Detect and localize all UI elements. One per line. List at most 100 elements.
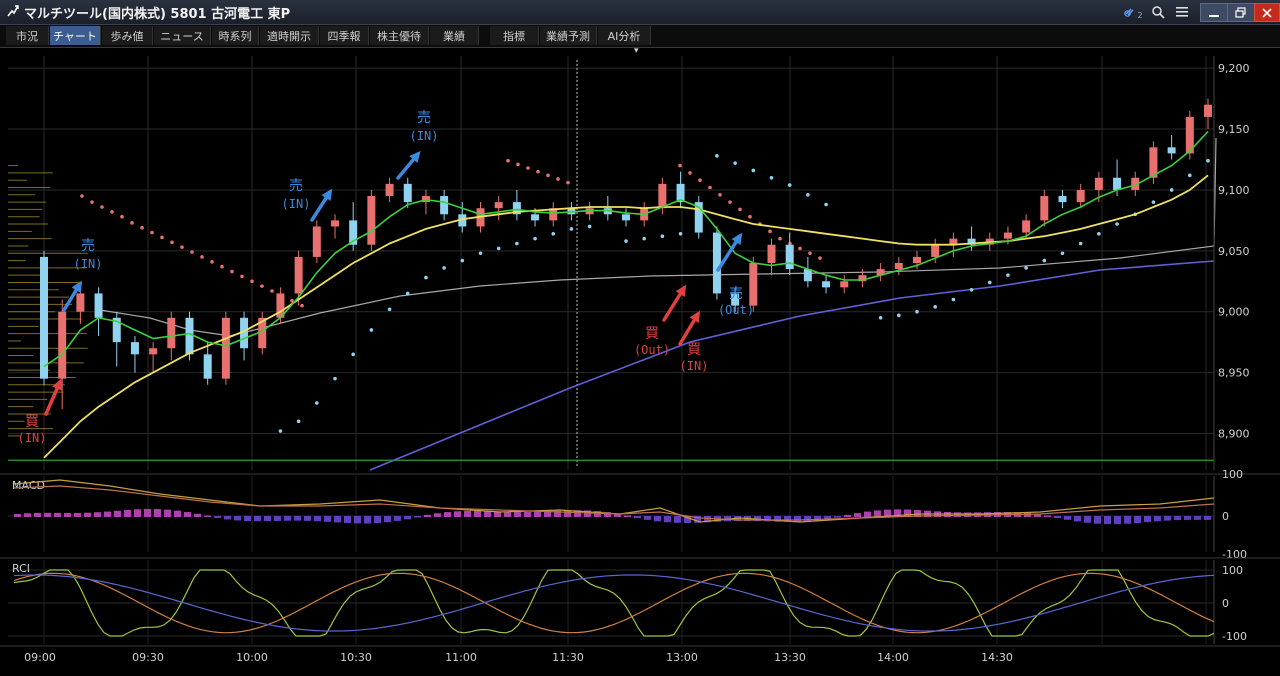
time-tick-label: 11:00 xyxy=(445,651,477,664)
macd-bar xyxy=(84,512,91,517)
macd-bar xyxy=(244,516,251,521)
sar-dot-down xyxy=(200,255,204,259)
sar-dot-down xyxy=(100,205,104,209)
sar-dot xyxy=(1206,158,1210,163)
annotation-label: 買 xyxy=(25,414,39,430)
sar-dot-down xyxy=(748,214,752,219)
collapse-arrow-icon[interactable]: ▾ xyxy=(634,46,639,56)
sar-dot xyxy=(587,224,592,229)
tab-3[interactable]: ニュース xyxy=(154,26,211,45)
candle-body xyxy=(403,183,412,203)
sar-dot xyxy=(551,231,556,236)
menu-button[interactable] xyxy=(1172,3,1192,20)
macd-bar xyxy=(134,509,141,517)
annotation-sublabel: (IN) xyxy=(410,129,439,143)
candle-body xyxy=(840,281,849,288)
macd-bar xyxy=(1034,514,1041,517)
macd-bar xyxy=(454,511,461,517)
tab-5[interactable]: 適時開示 xyxy=(260,26,319,45)
candle-body xyxy=(221,317,230,379)
macd-bar xyxy=(584,510,591,517)
candles xyxy=(40,98,1212,410)
annotation-buy: 買(IN) xyxy=(678,310,708,373)
candle-body xyxy=(294,256,303,294)
macd-bar xyxy=(64,512,71,517)
sar-dot xyxy=(933,305,937,309)
tab-0[interactable]: 市況 xyxy=(6,26,49,45)
candle-body xyxy=(1022,220,1031,233)
chart-area[interactable]: 9,2009,1509,1009,0509,0008,9508,900買(IN)… xyxy=(0,48,1280,676)
macd-bar xyxy=(514,512,521,517)
sar-dot xyxy=(496,246,501,251)
tab-10[interactable]: 業績予測 xyxy=(540,26,597,45)
macd-bar xyxy=(504,511,511,517)
tab-11[interactable]: AI分析 xyxy=(598,26,651,45)
macd-bar xyxy=(904,509,911,517)
tab-4[interactable]: 時系列 xyxy=(212,26,259,45)
sar-dot xyxy=(1188,173,1192,178)
candle-body xyxy=(258,317,267,349)
macd-bar xyxy=(414,516,421,518)
macd-bar xyxy=(474,510,481,517)
macd-bar xyxy=(894,509,901,517)
candle-body xyxy=(694,202,703,233)
candle-body xyxy=(913,256,921,263)
annotation-sublabel: (Out) xyxy=(718,303,754,317)
search-icon xyxy=(1152,5,1165,19)
candle-body xyxy=(331,220,339,227)
macd-bar xyxy=(54,512,61,517)
vwap-line xyxy=(99,137,1217,337)
sar-dot-down xyxy=(110,210,114,214)
restore-button[interactable] xyxy=(1227,3,1255,22)
macd-bar xyxy=(844,514,851,517)
sar-dot-down xyxy=(90,200,94,204)
candle-body xyxy=(1040,196,1049,221)
annotation-sell: 売 (IN) xyxy=(396,110,439,180)
candle-body xyxy=(112,317,121,343)
macd-bar xyxy=(564,510,571,517)
tab-9[interactable]: 指標 xyxy=(490,26,539,45)
link-button[interactable]: 2 xyxy=(1122,3,1144,20)
macd-histogram xyxy=(14,508,1211,525)
sar-dot-down xyxy=(526,166,530,170)
window-title: マルチツール(国内株式) 5801 古河電工 東P xyxy=(24,7,291,22)
tab-1[interactable]: チャート xyxy=(50,26,101,45)
annotation-sublabel: (IN) xyxy=(74,257,103,271)
minimize-button[interactable] xyxy=(1200,3,1228,22)
sar-dot-down xyxy=(240,274,244,279)
price-tick-label: 9,100 xyxy=(1218,184,1250,197)
tab-6[interactable]: 四季報 xyxy=(320,26,369,45)
sar-dot-down xyxy=(698,178,702,182)
candle-body xyxy=(276,293,285,318)
link-icon xyxy=(1124,7,1134,17)
tab-8[interactable]: 業績 xyxy=(430,26,479,45)
tab-2[interactable]: 歩み値 xyxy=(102,26,153,45)
macd-bar xyxy=(114,510,121,517)
sar-dot xyxy=(1151,200,1156,204)
search-button[interactable] xyxy=(1148,3,1168,20)
link-badge: 2 xyxy=(1137,11,1143,20)
candle-body xyxy=(385,183,394,197)
time-tick-label: 10:30 xyxy=(340,651,372,664)
candle-body xyxy=(803,269,812,282)
time-tick-label: 11:30 xyxy=(552,651,584,664)
sar-dot xyxy=(1115,222,1119,226)
annotation-arrowhead xyxy=(71,280,83,293)
macd-tick-label: 100 xyxy=(1222,468,1243,481)
macd-bar xyxy=(864,511,871,517)
macd-bar xyxy=(624,515,631,517)
app-logo-icon xyxy=(7,5,19,17)
sar-dot xyxy=(369,328,374,332)
rci-tick-label: 100 xyxy=(1222,564,1243,577)
candle-body xyxy=(1076,189,1085,203)
close-button[interactable] xyxy=(1254,3,1280,22)
macd-bar xyxy=(224,516,231,520)
sar-dot-down xyxy=(798,246,802,251)
tab-7[interactable]: 株主優待 xyxy=(370,26,429,45)
time-tick-label: 13:00 xyxy=(666,651,698,664)
sar-dot xyxy=(678,231,683,236)
macd-bar xyxy=(1154,516,1161,522)
sar-dot xyxy=(460,258,465,263)
sar-dot xyxy=(969,287,974,292)
rci-mid-line xyxy=(13,572,1215,634)
